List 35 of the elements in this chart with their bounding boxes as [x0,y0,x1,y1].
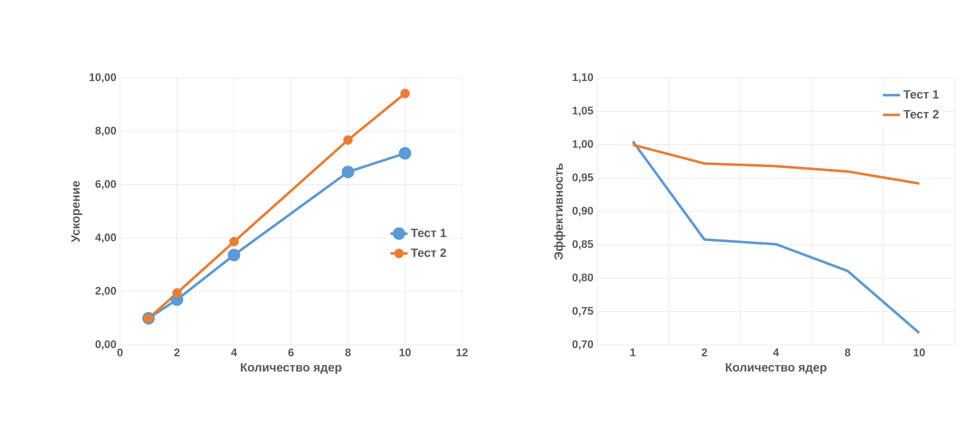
x-tick-label: 1 [630,348,636,356]
y-tick-label: 0,80 [572,274,594,283]
y-tick-label: 0,70 [572,340,594,350]
y-tick-label: 0,85 [572,240,594,250]
y-tick-label: 0,00 [96,340,116,350]
x-tick-label: 0 [117,348,123,356]
x-tick-label: 12 [456,348,468,356]
y-tick-label: 10,00 [90,73,116,83]
y-axis-title: Эффективность [554,163,566,260]
legend-label: Тест 2 [903,110,939,118]
y-tick-label: 0,90 [572,206,594,216]
y-tick-label: 1,05 [572,106,594,116]
x-axis-title: Количество ядер [726,363,826,374]
x-tick-label: 10 [914,348,925,356]
x-tick-label: 8 [345,348,351,356]
legend-label: Тест 1 [410,228,446,238]
y-axis-title: Ускорение [71,180,82,242]
y-tick-label: 0,95 [572,173,594,183]
y-tick-label: 2,00 [95,286,116,296]
y-tick-label: 1,10 [572,73,594,83]
x-tick-label: 2 [174,348,180,356]
x-tick-label: 4 [773,348,779,356]
y-tick-label: 4,00 [95,234,116,243]
x-axis-title: Количество ядер [240,363,342,374]
legend-label: Тест 2 [410,248,446,257]
x-tick-label: 4 [231,348,237,356]
y-tick-label: 6,00 [95,180,116,190]
x-tick-label: 10 [400,348,411,356]
legend-label: Тест 1 [903,90,939,99]
y-tick-label: 8,00 [95,126,116,136]
y-tick-label: 0,75 [572,306,594,316]
x-tick-label: 8 [844,348,850,356]
y-tick-label: 1,00 [572,140,594,150]
x-tick-label: 2 [702,348,708,356]
x-tick-label: 6 [288,348,294,356]
